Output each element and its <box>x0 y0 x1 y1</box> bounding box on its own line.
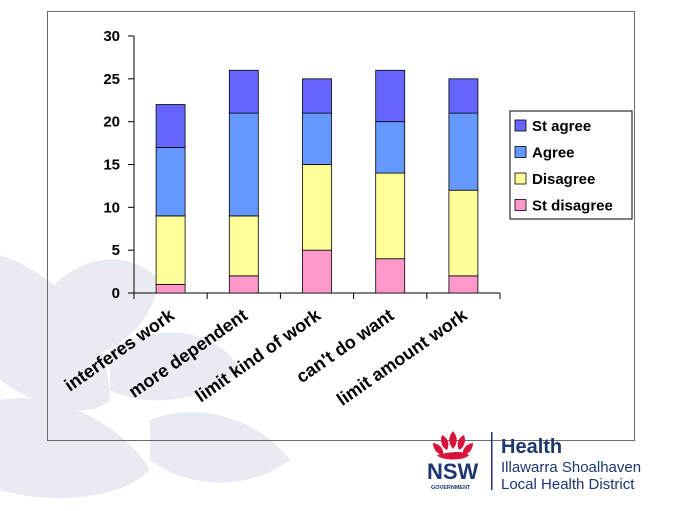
bar-segment-disagree <box>375 172 406 260</box>
legend-label: St disagree <box>532 198 613 215</box>
legend-swatch <box>514 146 527 158</box>
legend-label: Disagree <box>532 171 595 188</box>
chart-legend: St agree Agree Disagree St disagree <box>509 110 633 220</box>
bar-segment-agree <box>448 112 479 191</box>
bar-segment-st-disagree <box>375 258 406 294</box>
logo-divider <box>491 432 493 490</box>
bar-segment-st-disagree <box>155 284 186 294</box>
district-line-1: Illawarra Shoalhaven <box>501 459 641 476</box>
bar-segment-disagree <box>302 164 332 251</box>
y-tick-label: 25 <box>103 71 120 88</box>
legend-box <box>509 110 633 220</box>
bar-segment-disagree <box>155 215 186 285</box>
x-category-label: limit amount work <box>333 304 471 409</box>
x-category-label: limit kind of work <box>192 304 326 406</box>
government-wordmark: GOVERNMENT <box>431 485 471 491</box>
bar-segment-st-disagree <box>302 249 332 294</box>
legend-swatch <box>514 119 527 132</box>
legend-swatch <box>514 172 527 185</box>
legend-swatch <box>514 199 527 211</box>
bar-segment-st-agree <box>302 78 332 114</box>
bar-segment-st-agree <box>375 69 406 123</box>
nsw-health-logo: NSW GOVERNMENT Health Illawarra Shoalhav… <box>427 431 641 493</box>
y-tick-label: 30 <box>103 28 120 45</box>
y-tick-label: 10 <box>103 199 120 216</box>
bar-segment-agree <box>155 146 186 217</box>
x-category-label: more dependent <box>125 305 251 402</box>
legend-label: St agree <box>532 118 591 135</box>
waratah-icon <box>433 431 473 460</box>
bar-segment-st-agree <box>448 78 479 114</box>
nsw-wordmark: NSW <box>427 459 479 484</box>
legend-label: Agree <box>532 145 575 162</box>
y-tick-label: 0 <box>112 285 120 302</box>
y-tick-label: 5 <box>112 242 120 259</box>
bar-segment-st-disagree <box>448 275 479 294</box>
y-tick-label: 15 <box>103 157 120 174</box>
bar-segment-st-agree <box>228 69 259 114</box>
health-wordmark: Health <box>501 436 562 458</box>
chart-frame: 0 5 10 15 20 25 30 interferes work more dependen… <box>47 11 635 441</box>
bar-segment-disagree <box>448 189 479 277</box>
bar-segment-agree <box>375 121 406 174</box>
bar-segment-st-agree <box>155 104 186 148</box>
district-line-2: Local Health District <box>501 476 635 493</box>
bar-segment-agree <box>228 112 259 217</box>
bar-segment-st-disagree <box>228 275 259 294</box>
bar-segment-disagree <box>228 215 259 277</box>
y-tick-label: 20 <box>103 114 120 131</box>
bar-segment-agree <box>302 112 332 165</box>
